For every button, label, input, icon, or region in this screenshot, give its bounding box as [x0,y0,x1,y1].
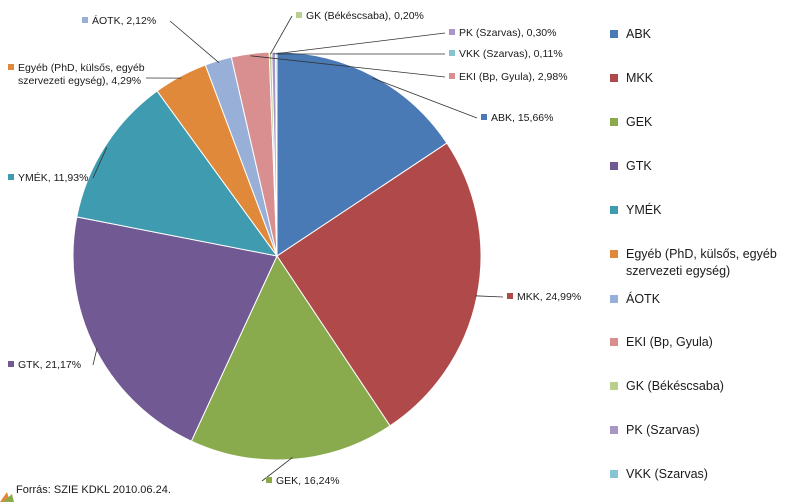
legend-label-2: GEK [626,115,653,129]
legend-item-8: GK (Békéscsaba) [610,378,789,395]
leader-line-8 [270,15,293,55]
legend-item-1: MKK [610,70,789,87]
data-label-text-1: MKK, 24,99% [517,291,581,303]
data-label-10: VKK (Szarvas), 0,11% [449,48,563,60]
legend-label-4: YMÉK [626,203,662,217]
legend-swatch-0 [610,30,618,38]
legend-label-10: VKK (Szarvas) [626,467,708,481]
data-label-9: PK (Szarvas), 0,30% [449,27,556,39]
leader-line-1 [474,295,504,298]
pie-chart: ABK, 15,66% MKK, 24,99% GEK, 16,24% GTK, 21… [8,10,581,487]
pie-slice-10 [275,51,278,257]
legend-label-5: Egyéb (PhD, külsős, egyéb szervezeti egy… [626,247,777,278]
legend-label-3: GTK [626,159,652,173]
data-label-swatch-3 [8,361,14,367]
data-label-text-9: PK (Szarvas), 0,30% [459,27,556,39]
legend-label-7: EKI (Bp, Gyula) [626,335,713,349]
source-note: Forrás: SZIE KDKL 2010.06.24. [16,484,171,496]
legend-swatch-9 [610,426,618,434]
data-label-swatch-1 [507,293,513,299]
legend-item-7: EKI (Bp, Gyula) [610,334,789,351]
legend-item-3: GTK [610,158,789,175]
leader-line-6 [169,20,220,63]
data-label-swatch-6 [82,17,88,23]
data-label-swatch-4 [8,174,14,180]
legend-label-1: MKK [626,71,654,85]
leader-line-3 [92,347,98,366]
data-label-swatch-2 [266,477,272,483]
data-label-text-3: GTK, 21,17% [18,359,81,371]
leader-line-4 [92,147,108,179]
data-label-3: GTK, 21,17% [8,359,81,371]
legend-item-5: Egyéb (PhD, külsős, egyéb szervezeti egy… [610,246,789,280]
legend-label-6: ÁOTK [626,292,661,306]
data-label-text-6: ÁOTK, 2,12% [92,14,156,27]
legend-item-9: PK (Szarvas) [610,422,789,439]
leader-line-0 [372,77,478,119]
legend-item-6: ÁOTK [610,291,789,308]
legend-swatch-3 [610,162,618,170]
pie-slice-2 [190,254,391,461]
legend-item-0: ABK [610,26,789,43]
leader-line-7 [250,55,446,78]
legend-swatch-8 [610,382,618,390]
corner-logo-mark [0,492,14,502]
data-label-0: ABK, 15,66% [481,112,553,124]
data-label-text-7: EKI (Bp, Gyula), 2,98% [459,71,568,83]
data-label-7: EKI (Bp, Gyula), 2,98% [449,71,568,83]
data-label-8: GK (Békéscsaba), 0,20% [296,10,424,22]
data-label-swatch-10 [449,50,455,56]
legend-swatch-2 [610,118,618,126]
legend-item-2: GEK [610,114,789,131]
data-label-swatch-8 [296,12,302,18]
data-label-1: MKK, 24,99% [507,291,581,303]
data-label-text-2: GEK, 16,24% [276,475,340,487]
data-label-4: YMÉK, 11,93% [8,171,88,184]
legend-label-0: ABK [626,27,652,41]
legend-label-8: GK (Békéscsaba) [626,379,724,393]
legend-item-4: YMÉK [610,202,789,219]
data-label-swatch-0 [481,114,487,120]
legend-swatch-4 [610,206,618,214]
legend-label-9: PK (Szarvas) [626,423,700,437]
data-label-swatch-5 [8,64,14,70]
pie-slice-3 [72,216,278,442]
legend-swatch-6 [610,295,618,303]
legend-swatch-1 [610,74,618,82]
data-label-6: ÁOTK, 2,12% [82,14,156,27]
data-label-swatch-7 [449,73,455,79]
legend-swatch-7 [610,338,618,346]
legend-item-10: VKK (Szarvas) [610,466,789,483]
legend-swatch-5 [610,250,618,258]
legend-swatch-10 [610,470,618,478]
data-label-text-5: Egyéb (PhD, külsős, egyéb szervezeti egys… [18,62,145,87]
data-label-swatch-9 [449,29,455,35]
data-label-5: Egyéb (PhD, külsős, egyéb szervezeti egys… [8,62,145,87]
pie-slice-4 [76,90,279,257]
leader-line-9 [273,32,446,55]
data-label-text-4: YMÉK, 11,93% [18,171,88,184]
data-label-text-0: ABK, 15,66% [491,112,553,124]
data-label-text-10: VKK (Szarvas), 0,11% [459,48,563,60]
data-label-2: GEK, 16,24% [266,475,340,487]
data-label-text-8: GK (Békéscsaba), 0,20% [306,10,424,22]
pie-slice-0 [276,51,448,257]
